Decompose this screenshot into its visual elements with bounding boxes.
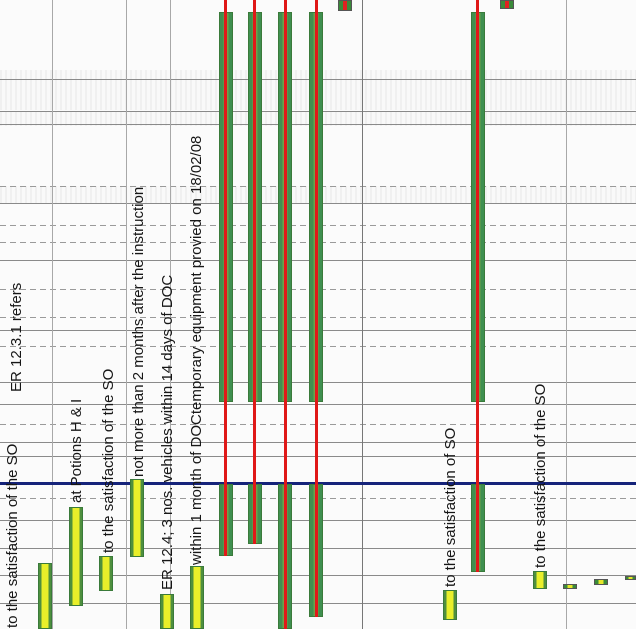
row-line — [0, 404, 636, 405]
critical-path-line — [476, 0, 479, 572]
task-annotation: to the satisfaction of the SO — [100, 368, 117, 553]
time-line — [170, 0, 171, 629]
milestone-marker — [338, 0, 352, 11]
time-line — [566, 0, 567, 629]
task-annotation: to the satisfaction of the SO — [4, 443, 21, 628]
critical-path-line — [315, 0, 318, 617]
time-line — [362, 0, 363, 629]
activity-bar — [533, 571, 547, 589]
task-annotation: to the satisfaction of SO — [442, 427, 459, 587]
milestone-marker — [594, 579, 608, 585]
activity-bar — [69, 507, 83, 606]
critical-path-line — [253, 0, 256, 544]
critical-path-line — [284, 0, 287, 629]
time-line — [126, 0, 127, 629]
task-annotation: ER 12.3.1 refers — [8, 282, 25, 392]
task-annotation: ER 12.4; 3 nos. vehicles within 14 days … — [159, 274, 176, 590]
task-annotation: not more than 2 months after the instruc… — [130, 186, 147, 477]
milestone-marker — [500, 0, 514, 9]
activity-bar — [130, 479, 144, 557]
row-line — [0, 456, 636, 457]
task-annotation: at Potions H & I — [68, 398, 85, 503]
task-annotation: within 1 month of DOCtemporary equipment… — [188, 135, 205, 565]
milestone-marker — [625, 576, 636, 580]
row-line — [0, 424, 636, 425]
activity-bar — [443, 590, 457, 620]
status-date-line — [0, 482, 636, 485]
activity-bar — [38, 563, 52, 629]
row-line — [0, 442, 636, 443]
task-annotation: to the satisfaction of the SO — [532, 383, 549, 568]
time-line — [52, 0, 53, 629]
critical-path-line — [224, 0, 227, 556]
activity-bar — [160, 594, 174, 629]
milestone-marker — [563, 584, 577, 589]
activity-bar — [99, 556, 113, 591]
activity-bar — [190, 566, 204, 629]
